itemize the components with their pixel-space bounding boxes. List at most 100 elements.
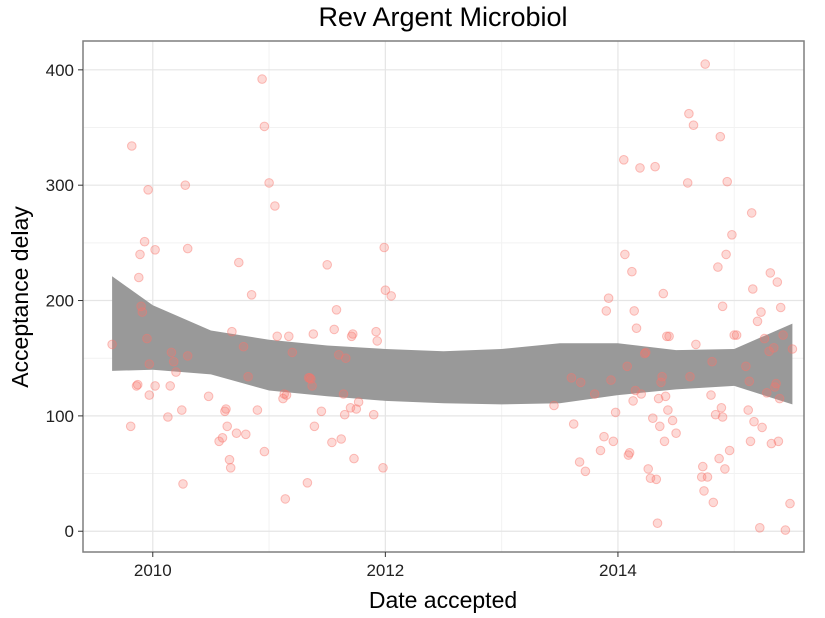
- data-point: [281, 390, 292, 400]
- data-point: [635, 163, 645, 173]
- data-point: [595, 445, 606, 456]
- data-point: [688, 120, 699, 130]
- y-tick-label: 300: [46, 176, 74, 195]
- data-point: [770, 382, 780, 392]
- data-point: [774, 393, 785, 404]
- data-point: [698, 461, 708, 472]
- data-point: [125, 421, 136, 432]
- data-point: [132, 379, 143, 390]
- data-point: [203, 391, 214, 402]
- data-point: [671, 428, 681, 439]
- data-point: [168, 356, 179, 367]
- data-point: [731, 330, 742, 340]
- x-axis-title: Date accepted: [369, 587, 517, 613]
- data-point: [264, 178, 274, 188]
- data-point: [658, 288, 669, 299]
- data-point: [630, 385, 641, 396]
- data-point: [568, 419, 579, 429]
- data-point: [279, 389, 290, 399]
- data-point: [338, 389, 349, 399]
- data-point: [717, 412, 728, 422]
- data-point: [287, 347, 298, 358]
- data-point: [339, 409, 350, 420]
- data-point: [643, 464, 654, 474]
- data-point: [142, 333, 152, 344]
- data-point: [150, 245, 160, 255]
- data-point: [713, 262, 723, 272]
- data-point: [708, 497, 719, 508]
- y-axis-title: Acceptance delay: [7, 206, 33, 388]
- data-point: [769, 343, 779, 353]
- plot-panel: [83, 41, 804, 552]
- data-point: [667, 415, 678, 426]
- data-point: [107, 339, 117, 350]
- data-point: [221, 404, 231, 414]
- data-point: [139, 236, 150, 247]
- data-point: [346, 331, 357, 342]
- smooth-confidence-band: [112, 276, 793, 405]
- data-point: [627, 266, 637, 277]
- data-point: [685, 371, 695, 382]
- x-axis-ticks: 2010 2012 2014: [134, 552, 637, 580]
- data-point: [165, 381, 175, 391]
- data-point: [163, 412, 173, 422]
- data-point: [372, 336, 383, 346]
- data-point: [762, 388, 772, 398]
- data-point: [717, 301, 728, 312]
- data-point: [623, 450, 634, 460]
- data-point: [707, 356, 717, 367]
- data-point: [610, 407, 621, 418]
- data-point: [378, 463, 388, 473]
- data-point: [150, 381, 160, 391]
- data-point: [765, 268, 776, 278]
- data-point: [696, 472, 707, 482]
- data-point: [306, 374, 316, 384]
- data-point: [143, 185, 153, 195]
- data-point: [171, 367, 181, 377]
- data-point: [748, 284, 758, 294]
- data-point: [724, 445, 735, 456]
- data-point: [641, 347, 651, 358]
- data-point: [702, 472, 713, 482]
- data-point: [166, 347, 177, 358]
- data-point: [710, 409, 721, 420]
- data-point: [180, 180, 191, 190]
- data-point: [224, 454, 235, 465]
- data-point: [664, 331, 674, 342]
- data-point: [303, 373, 314, 383]
- data-point: [341, 353, 351, 364]
- data-point: [659, 436, 670, 447]
- data-point: [348, 329, 358, 339]
- data-point: [660, 391, 671, 402]
- data-point: [721, 249, 731, 260]
- data-point: [741, 361, 751, 372]
- data-point: [622, 361, 633, 372]
- data-point: [252, 405, 263, 415]
- data-point: [601, 306, 612, 316]
- data-point: [657, 371, 667, 382]
- data-point: [220, 406, 230, 417]
- data-point: [217, 433, 228, 443]
- data-point: [336, 434, 347, 444]
- data-point: [241, 429, 251, 440]
- data-point: [225, 463, 236, 473]
- data-point: [214, 436, 224, 447]
- data-point: [727, 230, 737, 240]
- data-point: [608, 436, 619, 447]
- data-point: [272, 331, 283, 342]
- data-point: [650, 161, 660, 172]
- data-point: [353, 397, 364, 407]
- data-point: [246, 290, 257, 300]
- data-point: [327, 437, 337, 448]
- data-point: [227, 326, 237, 337]
- data-point: [603, 293, 614, 304]
- data-point: [322, 260, 333, 270]
- data-point: [238, 341, 249, 352]
- data-point: [628, 396, 638, 406]
- data-point: [137, 307, 148, 317]
- data-point: [307, 381, 317, 391]
- data-point: [743, 405, 754, 415]
- data-point: [691, 339, 701, 350]
- data-point: [749, 416, 759, 427]
